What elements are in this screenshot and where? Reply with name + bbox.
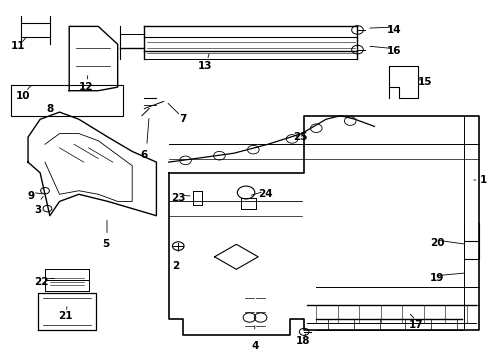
- Text: 3: 3: [34, 205, 41, 215]
- Text: 16: 16: [386, 46, 400, 56]
- Text: 18: 18: [295, 337, 310, 346]
- Text: 22: 22: [34, 277, 48, 287]
- Text: 14: 14: [386, 25, 400, 35]
- Text: 25: 25: [293, 132, 307, 142]
- Text: 9: 9: [28, 191, 35, 201]
- Text: 15: 15: [417, 77, 432, 87]
- Text: 17: 17: [407, 320, 422, 330]
- Text: 8: 8: [46, 104, 53, 113]
- Text: 11: 11: [11, 41, 25, 51]
- Text: 2: 2: [172, 261, 179, 271]
- Text: 20: 20: [429, 238, 444, 248]
- Text: 12: 12: [79, 82, 93, 92]
- Text: 6: 6: [141, 150, 148, 160]
- Text: 13: 13: [197, 61, 212, 71]
- Text: 7: 7: [179, 114, 186, 124]
- Text: 4: 4: [250, 341, 258, 351]
- Text: 23: 23: [171, 193, 185, 203]
- Text: 5: 5: [102, 239, 109, 249]
- Text: 1: 1: [479, 175, 486, 185]
- Text: 24: 24: [258, 189, 272, 199]
- Text: 10: 10: [16, 91, 30, 101]
- Text: 21: 21: [59, 311, 73, 321]
- Text: 19: 19: [429, 273, 444, 283]
